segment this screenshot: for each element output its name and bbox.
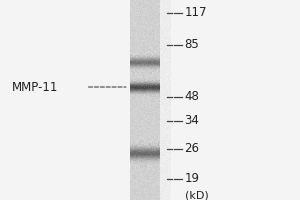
Text: MMP-11: MMP-11	[12, 81, 58, 94]
Text: 26: 26	[184, 142, 200, 156]
Text: 19: 19	[184, 172, 200, 186]
Text: 85: 85	[184, 38, 199, 51]
Text: 48: 48	[184, 90, 200, 104]
Text: 117: 117	[184, 6, 207, 20]
Text: 34: 34	[184, 114, 200, 128]
Text: (kD): (kD)	[184, 191, 208, 200]
